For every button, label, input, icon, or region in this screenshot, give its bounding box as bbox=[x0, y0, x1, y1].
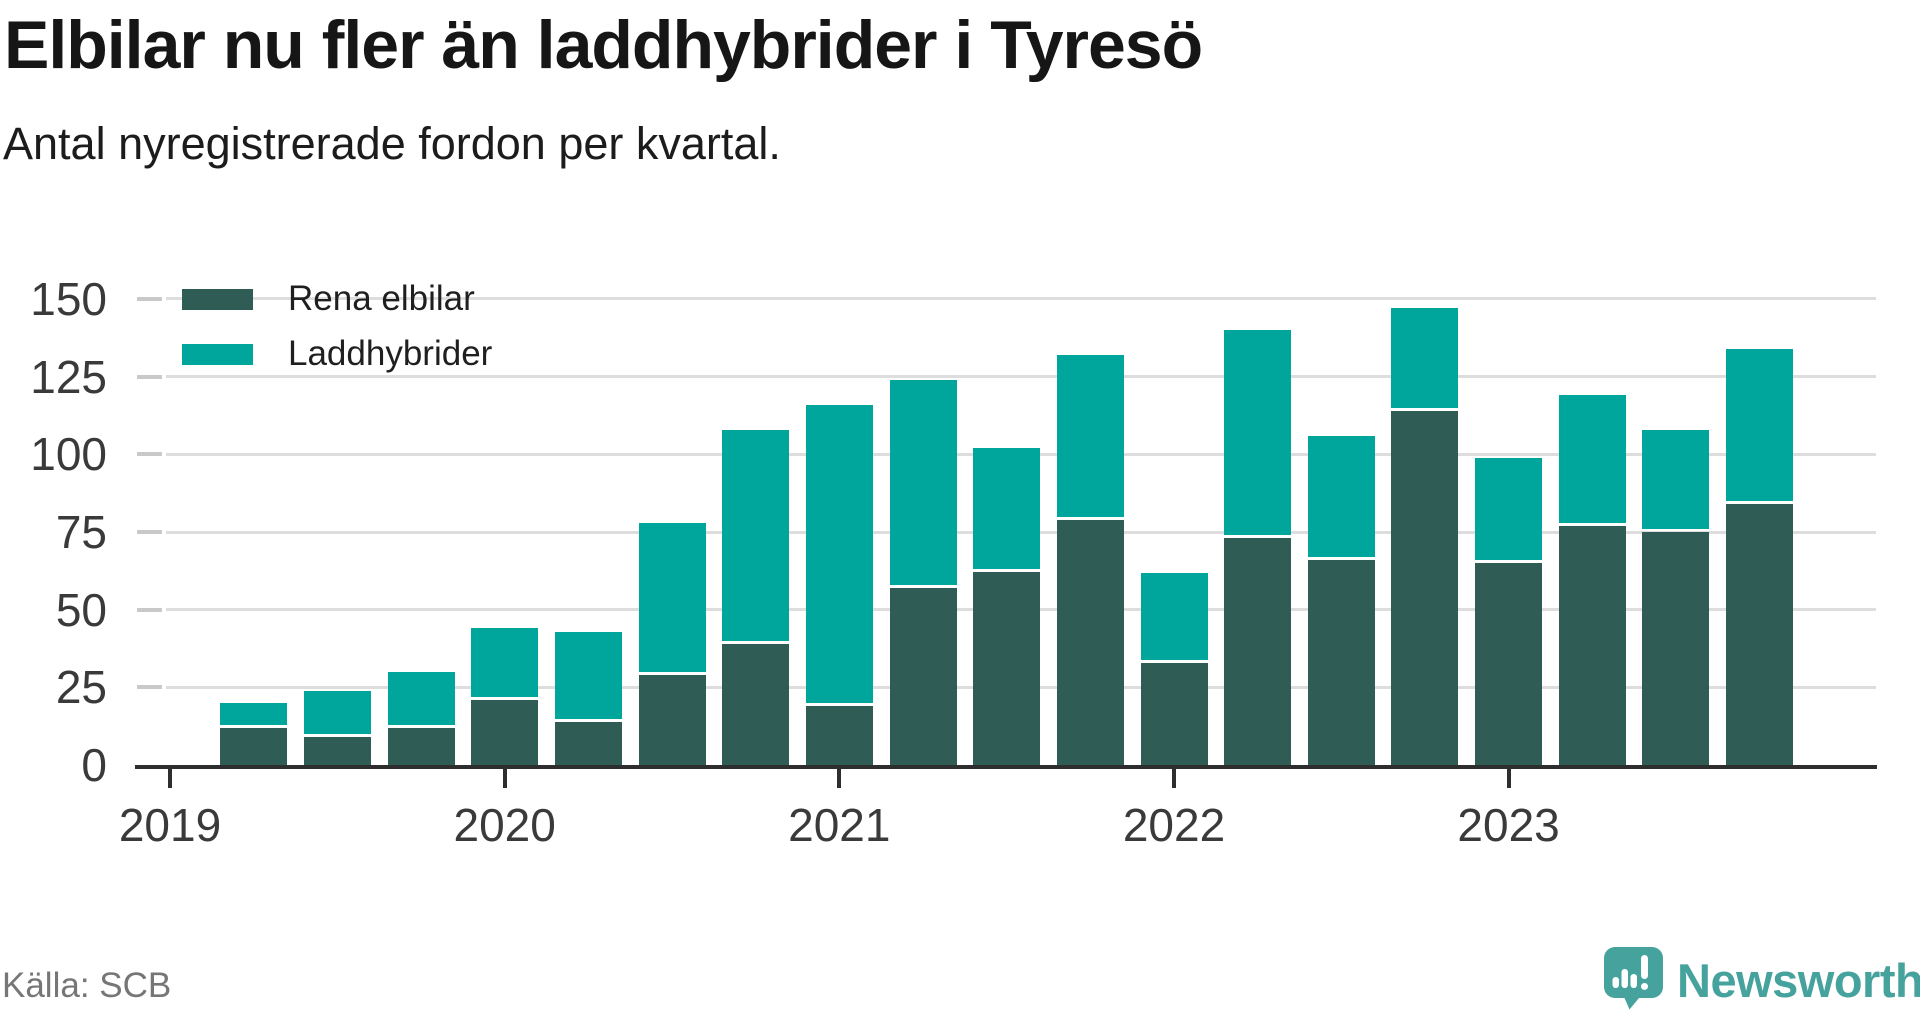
x-axis-tick bbox=[1172, 769, 1176, 788]
y-axis-tick-label: 150 bbox=[30, 272, 107, 325]
bar-segment-rena-elbilar bbox=[805, 706, 873, 765]
bar-segment-rena-elbilar bbox=[973, 572, 1041, 765]
bar-segment-laddhybrider bbox=[303, 690, 371, 734]
y-axis-tick-label: 50 bbox=[55, 583, 107, 636]
x-axis-tick bbox=[1506, 769, 1511, 788]
x-axis-tick-label: 2021 bbox=[788, 799, 891, 851]
bar-segment-laddhybrider bbox=[471, 628, 539, 697]
bar-segment-rena-elbilar bbox=[1307, 559, 1375, 765]
bar-segment-rena-elbilar bbox=[1726, 504, 1794, 765]
legend-label: Laddhybrider bbox=[288, 334, 493, 373]
bar-segment-laddhybrider bbox=[722, 429, 790, 641]
y-axis-tick-label: 125 bbox=[30, 350, 107, 403]
y-axis-tick bbox=[137, 374, 162, 379]
y-axis-tick-label: 100 bbox=[30, 428, 107, 481]
y-axis-tick bbox=[137, 607, 162, 612]
legend: Rena elbilar Laddhybrider bbox=[182, 278, 492, 375]
newsworthy-icon bbox=[1604, 947, 1663, 1010]
newsworthy-logo[interactable]: Newsworthy bbox=[1603, 944, 1920, 1010]
y-axis-tick-label: 25 bbox=[55, 661, 107, 714]
bar-segment-rena-elbilar bbox=[471, 699, 539, 765]
bar-segment-rena-elbilar bbox=[889, 587, 957, 765]
bar-segment-rena-elbilar bbox=[303, 737, 371, 765]
y-axis-tick bbox=[137, 296, 162, 301]
x-axis-line bbox=[135, 765, 1877, 769]
bar-segment-laddhybrider bbox=[1307, 435, 1375, 557]
legend-label: Rena elbilar bbox=[288, 279, 475, 318]
newsworthy-wordmark: Newsworthy bbox=[1677, 954, 1920, 1007]
bar-segment-laddhybrider bbox=[1140, 572, 1208, 660]
bar-segment-laddhybrider bbox=[1475, 457, 1543, 560]
bar-segment-laddhybrider bbox=[889, 379, 957, 585]
bar-segment-rena-elbilar bbox=[1475, 563, 1543, 765]
y-axis-tick bbox=[137, 530, 162, 534]
bar-segment-laddhybrider bbox=[1642, 429, 1710, 529]
bar-segment-rena-elbilar bbox=[638, 674, 706, 765]
bar-segment-laddhybrider bbox=[973, 448, 1041, 570]
x-axis-tick-label: 2020 bbox=[453, 799, 556, 851]
x-axis-tick-label: 2019 bbox=[118, 799, 222, 851]
bar-segment-laddhybrider bbox=[1224, 330, 1292, 536]
bar-segment-rena-elbilar bbox=[1558, 525, 1626, 765]
bar-segment-rena-elbilar bbox=[1140, 662, 1208, 765]
bar-segment-laddhybrider bbox=[805, 404, 873, 703]
bar-segment-rena-elbilar bbox=[1642, 532, 1710, 765]
y-axis-tick-label: 75 bbox=[55, 506, 107, 558]
x-axis-tick-label: 2023 bbox=[1457, 799, 1560, 851]
bar-segment-laddhybrider bbox=[638, 522, 706, 672]
y-axis-tick-label: 0 bbox=[81, 739, 107, 791]
gridline bbox=[166, 297, 1876, 301]
y-axis-tick bbox=[137, 685, 162, 690]
x-axis-tick bbox=[168, 769, 172, 788]
bar-segment-rena-elbilar bbox=[722, 643, 790, 765]
bar-segment-rena-elbilar bbox=[554, 721, 622, 765]
bar-segment-rena-elbilar bbox=[387, 727, 455, 765]
bar-segment-laddhybrider bbox=[387, 671, 455, 725]
x-axis-tick bbox=[837, 769, 842, 788]
chart-title: Elbilar nu fler än laddhybrider i Tyresö bbox=[4, 7, 1203, 83]
bar-segment-laddhybrider bbox=[1391, 308, 1459, 408]
bar-segment-laddhybrider bbox=[1726, 348, 1794, 501]
bar-segment-rena-elbilar bbox=[1056, 519, 1124, 765]
legend-item: Laddhybrider bbox=[182, 333, 492, 375]
bar-segment-laddhybrider bbox=[1056, 355, 1124, 517]
bar-segment-laddhybrider bbox=[220, 703, 288, 725]
x-axis-tick bbox=[502, 769, 507, 788]
bar-segment-laddhybrider bbox=[554, 631, 622, 719]
legend-swatch bbox=[182, 343, 253, 365]
bar-segment-laddhybrider bbox=[1558, 395, 1626, 523]
source-note: Källa: SCB bbox=[2, 966, 172, 1005]
bar-segment-rena-elbilar bbox=[220, 727, 288, 765]
legend-item: Rena elbilar bbox=[182, 278, 492, 320]
gridline bbox=[166, 375, 1876, 379]
legend-swatch bbox=[182, 288, 253, 310]
y-axis-tick bbox=[137, 452, 162, 457]
x-axis-tick-label: 2022 bbox=[1122, 799, 1226, 851]
bar-segment-rena-elbilar bbox=[1391, 410, 1459, 765]
chart-subtitle: Antal nyregistrerade fordon per kvartal. bbox=[3, 118, 781, 169]
bar-segment-rena-elbilar bbox=[1224, 538, 1292, 765]
